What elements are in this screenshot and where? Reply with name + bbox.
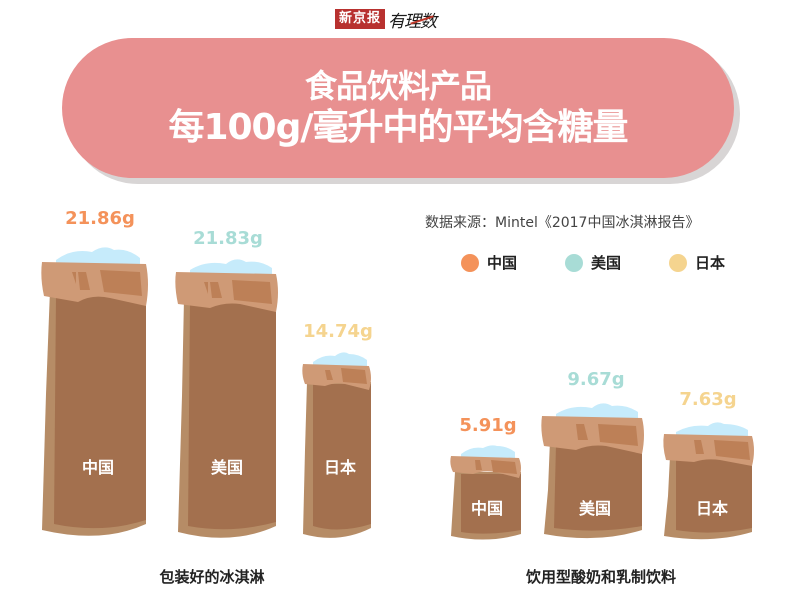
value-label-icecream-china: 21.86g [65,208,135,229]
sack-bar-yogurt-japan [663,420,754,542]
group-title-yogurt: 饮用型酸奶和乳制饮料 [525,568,677,586]
logo-column: 有理数 [388,7,437,32]
value-label-icecream-japan: 14.74g [303,321,373,342]
legend-item-china: 中国 [461,252,565,273]
legend-dot-icon [669,253,687,272]
sack-bar-icecream-usa [175,256,278,542]
value-label-icecream-usa: 21.83g [193,228,263,249]
legend-label: 中国 [487,254,518,272]
brand-logo: 新京报 有理数 [335,7,437,32]
sack-label-yogurt-usa: 美国 [578,499,612,518]
sack-label-icecream-japan: 日本 [323,458,357,477]
chart-title-line2: 每100g/毫升中的平均含糖量 [168,106,628,148]
value-label-yogurt-usa: 9.67g [567,369,625,390]
sack-label-yogurt-japan: 日本 [695,499,729,518]
legend-label: 美国 [591,254,622,272]
legend: 中国 美国 日本 [461,252,773,273]
value-label-yogurt-china: 5.91g [459,415,517,436]
legend-item-usa: 美国 [565,252,669,273]
legend-dot-icon [565,253,583,272]
logo-brand: 新京报 [335,9,386,29]
group-title-icecream: 包装好的冰淇淋 [159,568,265,586]
sack-bar-yogurt-usa [541,400,644,542]
value-label-yogurt-japan: 7.63g [679,389,737,410]
legend-label: 日本 [695,254,726,272]
chart-title-line1: 食品饮料产品 [304,67,492,106]
title-banner: 食品饮料产品 每100g/毫升中的平均含糖量 [62,38,734,178]
sack-label-icecream-usa: 美国 [210,458,244,477]
sack-label-icecream-china: 中国 [81,458,115,477]
sack-bar-icecream-japan [302,350,371,542]
sack-label-yogurt-china: 中国 [470,499,504,518]
legend-dot-icon [461,253,479,272]
sack-bar-icecream-china [41,244,150,542]
data-source: 数据来源：Mintel《2017中国冰淇淋报告》 [425,215,700,231]
legend-item-japan: 日本 [669,252,773,273]
sack-bar-yogurt-china [450,444,521,542]
